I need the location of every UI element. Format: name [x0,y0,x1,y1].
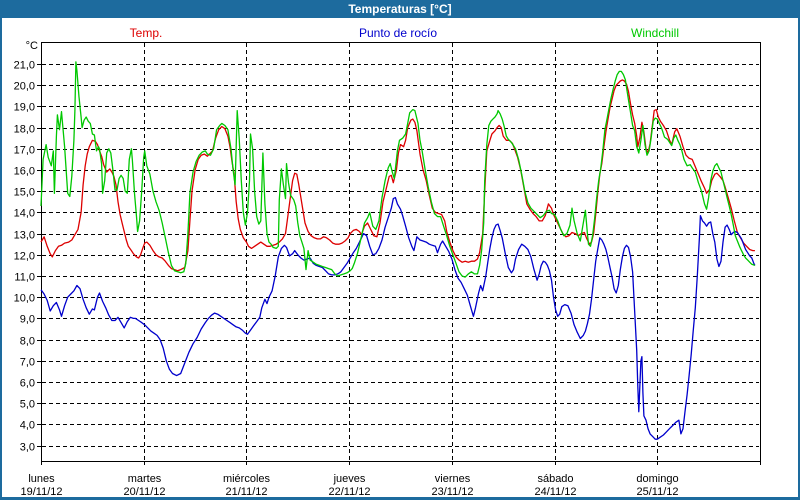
window-frame-left [0,0,2,500]
y-tick-label: 12,0 [14,251,35,263]
y-axis-unit-label: °C [25,40,38,52]
x-tick-date-label: 22/11/12 [328,486,370,498]
y-tick-label: 5,0 [20,399,35,411]
x-tick-day-label: sábado [537,473,573,485]
y-tick-label: 13,0 [14,230,35,242]
x-tick-date-label: 19/11/12 [20,486,62,498]
y-tick-label: 14,0 [14,208,35,220]
y-tick-label: 20,0 [14,81,35,93]
legend-item-temp: Temp. [129,26,163,40]
series-line-0 [40,79,755,272]
y-tick-label: 3,0 [20,442,35,454]
x-tick-day-label: lunes [28,473,55,485]
y-tick-label: 7,0 [20,357,35,369]
plot-border [41,42,761,462]
y-tick-label: 4,0 [20,420,35,432]
y-tick-label: 8,0 [20,336,35,348]
y-tick-label: 18,0 [14,124,35,136]
window-frame-bottom [0,497,800,500]
y-tick-label: 17,0 [14,145,35,157]
y-tick-label: 21,0 [14,60,35,72]
x-tick-day-label: martes [128,473,162,485]
legend-item-dew-point: Punto de rocío [358,26,438,40]
x-tick-date-label: 24/11/12 [534,486,576,498]
window-frame-right [798,0,800,500]
x-tick-date-label: 21/11/12 [225,486,267,498]
series-line-2 [40,61,756,278]
y-tick-label: 19,0 [14,102,35,114]
x-tick-day-label: domingo [636,473,678,485]
x-tick-day-label: miércoles [223,473,271,485]
legend-item-windchill: Windchill [630,26,680,40]
y-tick-label: 10,0 [14,293,35,305]
window-title: Temperaturas [°C] [348,2,452,16]
x-tick-date-label: 20/11/12 [123,486,165,498]
y-tick-label: 11,0 [14,272,35,284]
x-tick-day-label: viernes [435,473,471,485]
series-line-1 [40,196,756,440]
x-tick-day-label: jueves [333,473,366,485]
y-tick-label: 6,0 [20,378,35,390]
y-tick-label: 16,0 [14,166,35,178]
y-tick-label: 9,0 [20,314,35,326]
x-tick-date-label: 23/11/12 [431,486,473,498]
x-tick-date-label: 25/11/12 [636,486,678,498]
window-title-bar: Temperaturas [°C] [0,0,800,18]
y-tick-label: 15,0 [14,187,35,199]
